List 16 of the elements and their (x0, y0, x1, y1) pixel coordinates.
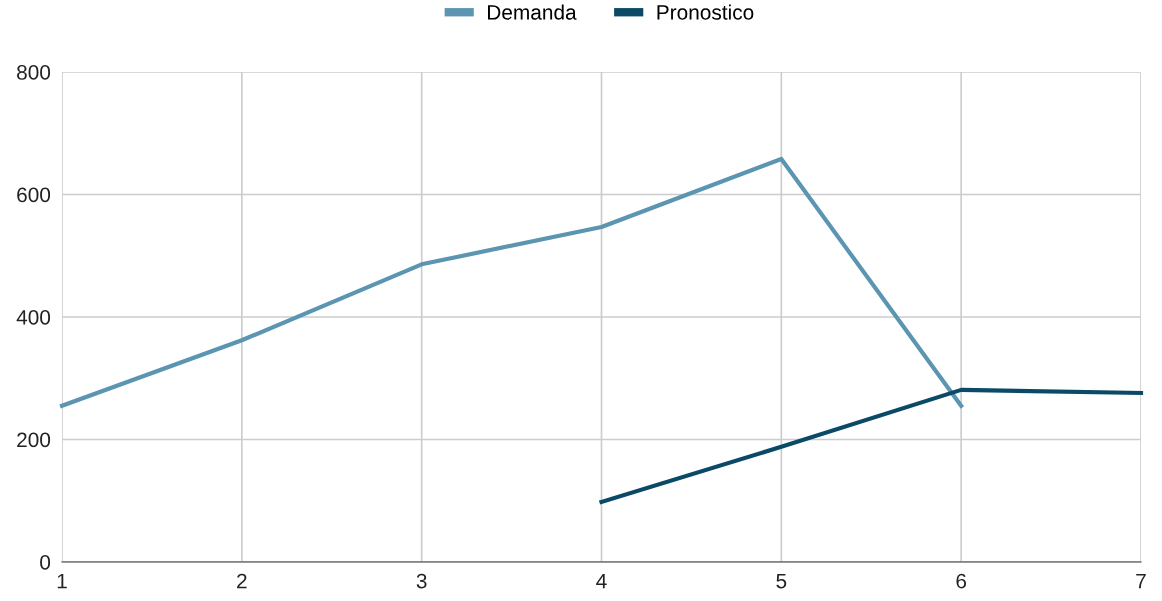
y-tick-label: 400 (16, 310, 51, 325)
y-tick-label: 200 (17, 432, 51, 448)
x-tick-label: 2 (237, 573, 247, 589)
x-tick-label: 1 (57, 573, 67, 589)
x-tick-label: 4 (596, 573, 607, 589)
x-tick-label: 5 (776, 573, 787, 589)
y-tick-label: 800 (17, 65, 51, 80)
x-tick-label: 7 (1136, 573, 1146, 589)
line-series (599, 387, 1144, 505)
line-series (59, 156, 964, 408)
y-tick-label: 0 (40, 555, 51, 570)
legend-label: Pronostico (657, 4, 754, 20)
y-tick-label: 600 (17, 187, 51, 203)
x-tick-label: 3 (416, 573, 427, 589)
legend-label: Demanda (488, 4, 577, 20)
x-tick-label: 6 (956, 573, 967, 589)
